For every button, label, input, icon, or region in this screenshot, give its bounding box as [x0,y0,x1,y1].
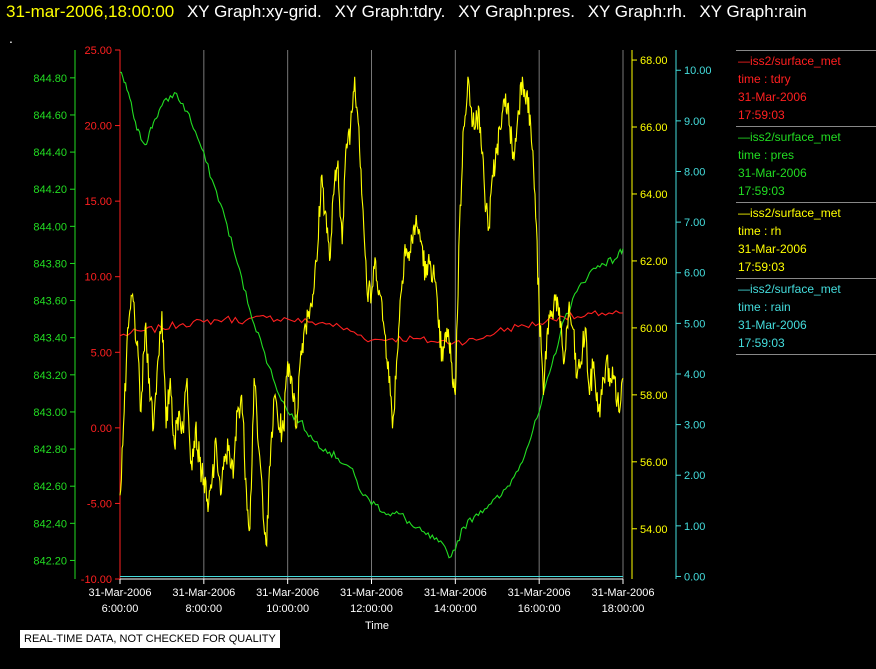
legend-time-rh: 17:59:03 [738,260,785,274]
x-tick-label-date-3: 31-Mar-2006 [340,587,403,599]
x-tick-label-time-0: 6:00:00 [102,603,139,615]
quality-notice: REAL-TIME DATA, NOT CHECKED FOR QUALITY [20,630,280,648]
pres-tick-label-3: 842.80 [33,444,67,456]
legend-var-rain: time : rain [738,300,791,314]
x-tick-label-date-6: 31-Mar-2006 [592,587,655,599]
rain-tick-label-4: 4.00 [684,369,705,381]
legend-entry-pres[interactable]: —iss2/surface_met time : pres 31-Mar-200… [736,126,876,202]
title-bar: 31-mar-2006,18:00:00 XY Graph:xy-grid. X… [6,2,815,22]
legend-entry-rain[interactable]: —iss2/surface_met time : rain 31-Mar-200… [736,278,876,355]
tdry-tick-label-1: -5.00 [87,498,112,510]
legend-source-pres: —iss2/surface_met [738,130,841,144]
x-axis-title: Time [365,620,389,632]
tdry-tick-label-7: 25.00 [84,45,112,57]
legend-time-rain: 17:59:03 [738,336,785,350]
x-tick-label-time-4: 14:00:00 [434,603,477,615]
rain-tick-label-10: 10.00 [684,65,712,77]
legend-date-rh: 31-Mar-2006 [738,242,807,256]
x-tick-label-date-1: 31-Mar-2006 [172,587,235,599]
pres-tick-label-8: 843.80 [33,258,67,270]
rain-tick-label-5: 5.00 [684,318,705,330]
pres-tick-label-2: 842.60 [33,481,67,493]
rh-tick-label-1: 56.00 [640,457,668,469]
x-tick-label-time-3: 12:00:00 [350,603,393,615]
grid-lines [119,50,624,579]
rain-tick-label-0: 0.00 [684,571,705,583]
rain-tick-label-2: 2.00 [684,470,705,482]
x-tick-label-time-1: 8:00:00 [185,603,222,615]
rh-tick-label-5: 64.00 [640,189,668,201]
series-line-pres [119,71,624,559]
pres-tick-label-5: 843.20 [33,370,67,382]
legend-source-rain: —iss2/surface_met [738,282,841,296]
rh-tick-label-4: 62.00 [640,256,668,268]
rain-tick-label-8: 8.00 [684,166,705,178]
x-tick-label-time-5: 16:00:00 [518,603,561,615]
pres-tick-label-10: 844.20 [33,184,67,196]
rain-tick-label-9: 9.00 [684,116,705,128]
tdry-tick-label-4: 10.00 [84,272,112,284]
legend-var-tdry: time : tdry [738,72,791,86]
legend-source-tdry: —iss2/surface_met [738,54,841,68]
tdry-tick-label-6: 20.00 [84,121,112,133]
x-axis: 31-Mar-2006 6:00:00 31-Mar-2006 8:00:00 31-M… [89,578,655,632]
legend: —iss2/surface_met time : tdry 31-Mar-200… [736,50,876,355]
tdry-tick-label-3: 5.00 [91,347,112,359]
x-tick-label-date-0: 31-Mar-2006 [89,587,152,599]
title-graph-pres[interactable]: XY Graph:pres. [458,2,575,21]
pres-tick-label-11: 844.40 [33,147,67,159]
pres-tick-label-4: 843.00 [33,407,67,419]
x-tick-label-date-2: 31-Mar-2006 [256,587,319,599]
legend-entry-rh[interactable]: —iss2/surface_met time : rh 31-Mar-2006 … [736,202,876,278]
rain-tick-label-3: 3.00 [684,420,705,432]
legend-source-rh: —iss2/surface_met [738,206,841,220]
rh-tick-label-6: 66.00 [640,122,668,134]
legend-var-pres: time : pres [738,148,795,162]
pres-tick-label-12: 844.60 [33,110,67,122]
legend-date-tdry: 31-Mar-2006 [738,90,807,104]
rh-tick-label-2: 58.00 [640,390,668,402]
legend-date-rain: 31-Mar-2006 [738,318,807,332]
rh-tick-label-0: 54.00 [640,524,668,536]
legend-entry-tdry[interactable]: —iss2/surface_met time : tdry 31-Mar-200… [736,50,876,126]
title-graph-xy-grid[interactable]: XY Graph:xy-grid. [186,2,322,21]
legend-date-pres: 31-Mar-2006 [738,166,807,180]
rh-tick-label-7: 68.00 [640,55,668,67]
status-dot: . [9,30,13,46]
pres-tick-label-9: 844.00 [33,221,67,233]
x-tick-label-time-6: 18:00:00 [602,603,645,615]
tdry-tick-label-0: -10.00 [81,574,112,586]
title-datetime: 31-mar-2006,18:00:00 [6,2,175,21]
rh-tick-label-3: 60.00 [640,323,668,335]
rain-tick-label-7: 7.00 [684,217,705,229]
x-tick-label-date-4: 31-Mar-2006 [424,587,487,599]
title-graph-rh[interactable]: XY Graph:rh. [587,2,687,21]
pres-tick-label-0: 842.20 [33,555,67,567]
rain-tick-label-6: 6.00 [684,268,705,280]
tdry-tick-label-5: 15.00 [84,196,112,208]
pres-tick-label-7: 843.60 [33,296,67,308]
pres-tick-label-1: 842.40 [33,518,67,530]
tdry-tick-label-2: 0.00 [91,423,112,435]
x-tick-label-time-2: 10:00:00 [266,603,309,615]
legend-time-tdry: 17:59:03 [738,108,785,122]
legend-var-rh: time : rh [738,224,782,238]
pres-tick-label-13: 844.80 [33,73,67,85]
x-tick-label-date-5: 31-Mar-2006 [508,587,571,599]
pres-tick-label-6: 843.40 [33,333,67,345]
series-lines [119,71,624,578]
axes: -10.00 -5.00 0.00 5.00 10.00 15.00 20.00 25.00 8… [33,45,711,586]
title-graph-rain[interactable]: XY Graph:rain [699,2,807,21]
title-graph-tdry[interactable]: XY Graph:tdry. [334,2,446,21]
rain-tick-label-1: 1.00 [684,521,705,533]
legend-time-pres: 17:59:03 [738,184,785,198]
series-line-rh [119,76,624,548]
